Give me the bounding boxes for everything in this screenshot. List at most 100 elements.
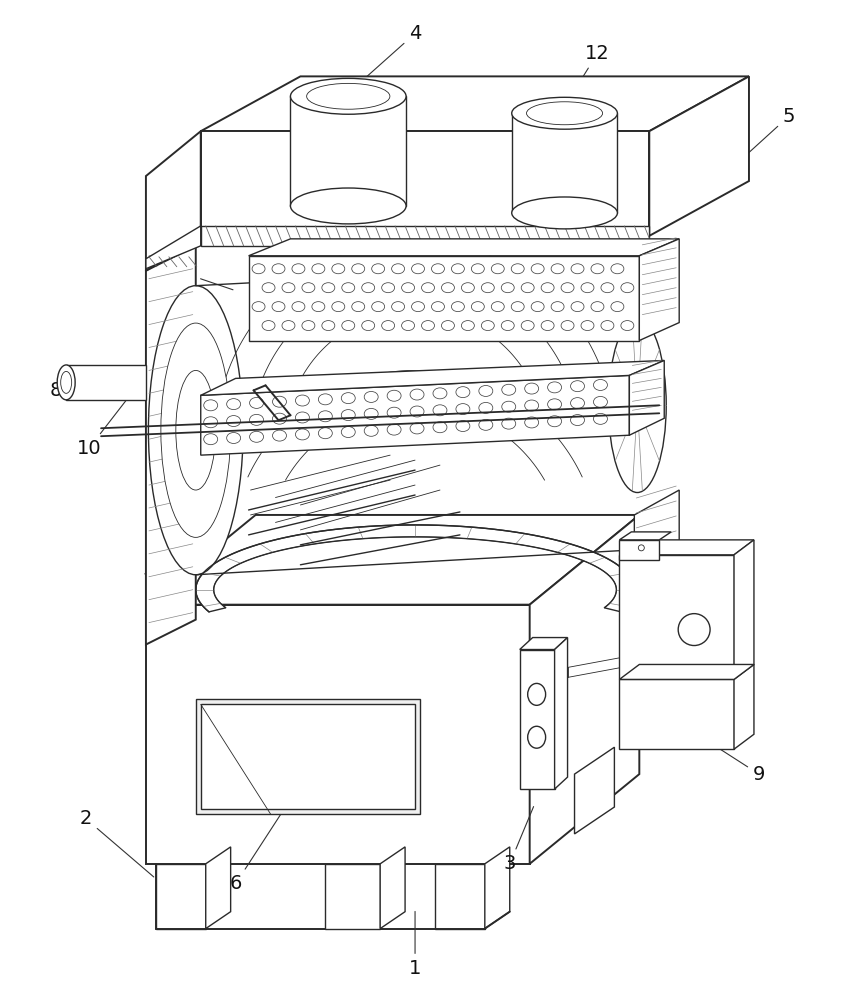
Polygon shape bbox=[200, 360, 664, 395]
Ellipse shape bbox=[273, 430, 286, 441]
Ellipse shape bbox=[561, 283, 574, 293]
Text: 3: 3 bbox=[504, 807, 533, 873]
Ellipse shape bbox=[272, 264, 285, 274]
Polygon shape bbox=[200, 375, 630, 455]
Ellipse shape bbox=[175, 370, 216, 490]
Ellipse shape bbox=[432, 302, 445, 312]
Ellipse shape bbox=[452, 264, 464, 274]
Ellipse shape bbox=[521, 283, 534, 293]
Ellipse shape bbox=[561, 321, 574, 331]
Ellipse shape bbox=[410, 423, 424, 434]
Text: 2: 2 bbox=[80, 809, 154, 877]
Ellipse shape bbox=[362, 283, 375, 293]
Ellipse shape bbox=[462, 321, 475, 331]
Ellipse shape bbox=[452, 302, 464, 312]
Ellipse shape bbox=[421, 283, 434, 293]
Text: 4: 4 bbox=[353, 24, 421, 89]
Ellipse shape bbox=[282, 283, 295, 293]
Ellipse shape bbox=[548, 399, 562, 410]
Ellipse shape bbox=[551, 264, 564, 274]
Ellipse shape bbox=[302, 321, 315, 331]
Ellipse shape bbox=[611, 302, 624, 312]
Ellipse shape bbox=[365, 425, 378, 436]
Ellipse shape bbox=[581, 321, 594, 331]
Ellipse shape bbox=[204, 417, 218, 428]
Ellipse shape bbox=[365, 391, 378, 402]
Polygon shape bbox=[146, 226, 200, 269]
Polygon shape bbox=[635, 490, 679, 645]
Ellipse shape bbox=[456, 421, 470, 432]
Ellipse shape bbox=[679, 614, 710, 646]
Ellipse shape bbox=[441, 283, 454, 293]
Ellipse shape bbox=[296, 395, 310, 406]
Ellipse shape bbox=[501, 283, 514, 293]
Ellipse shape bbox=[227, 399, 241, 410]
Polygon shape bbox=[156, 864, 206, 929]
Polygon shape bbox=[734, 540, 754, 679]
Ellipse shape bbox=[526, 102, 603, 125]
Ellipse shape bbox=[291, 78, 406, 114]
Polygon shape bbox=[249, 256, 639, 341]
Ellipse shape bbox=[511, 264, 525, 274]
Ellipse shape bbox=[302, 283, 315, 293]
Text: 8: 8 bbox=[50, 381, 105, 400]
Ellipse shape bbox=[262, 321, 275, 331]
Text: 9: 9 bbox=[691, 731, 765, 784]
Polygon shape bbox=[619, 555, 734, 679]
Polygon shape bbox=[200, 226, 649, 246]
Polygon shape bbox=[196, 525, 635, 612]
Ellipse shape bbox=[581, 283, 594, 293]
Ellipse shape bbox=[528, 726, 545, 748]
Ellipse shape bbox=[332, 264, 345, 274]
Ellipse shape bbox=[273, 413, 286, 424]
Ellipse shape bbox=[410, 406, 424, 417]
Ellipse shape bbox=[322, 283, 335, 293]
Ellipse shape bbox=[621, 283, 634, 293]
Polygon shape bbox=[734, 664, 754, 749]
Ellipse shape bbox=[501, 401, 516, 412]
Polygon shape bbox=[146, 246, 196, 645]
Ellipse shape bbox=[410, 389, 424, 400]
Ellipse shape bbox=[479, 419, 493, 430]
Ellipse shape bbox=[341, 393, 355, 404]
Ellipse shape bbox=[479, 402, 493, 413]
Ellipse shape bbox=[161, 323, 230, 537]
Ellipse shape bbox=[541, 283, 554, 293]
Ellipse shape bbox=[341, 427, 355, 438]
Polygon shape bbox=[291, 96, 406, 206]
Ellipse shape bbox=[318, 411, 332, 422]
Ellipse shape bbox=[528, 683, 545, 705]
Polygon shape bbox=[196, 699, 420, 814]
Polygon shape bbox=[574, 747, 614, 834]
Ellipse shape bbox=[307, 83, 390, 109]
Polygon shape bbox=[619, 540, 754, 555]
Ellipse shape bbox=[61, 371, 71, 393]
Ellipse shape bbox=[352, 264, 365, 274]
Ellipse shape bbox=[521, 321, 534, 331]
Ellipse shape bbox=[58, 365, 75, 400]
Ellipse shape bbox=[593, 396, 607, 407]
Ellipse shape bbox=[412, 302, 425, 312]
Ellipse shape bbox=[341, 283, 354, 293]
Ellipse shape bbox=[412, 264, 425, 274]
Ellipse shape bbox=[501, 321, 514, 331]
Ellipse shape bbox=[149, 286, 243, 575]
Polygon shape bbox=[435, 864, 485, 929]
Polygon shape bbox=[512, 113, 617, 213]
Ellipse shape bbox=[456, 404, 470, 415]
Ellipse shape bbox=[479, 385, 493, 396]
Ellipse shape bbox=[591, 264, 604, 274]
Polygon shape bbox=[200, 131, 649, 236]
Ellipse shape bbox=[525, 400, 538, 411]
Ellipse shape bbox=[471, 264, 484, 274]
Polygon shape bbox=[200, 76, 749, 131]
Text: 6: 6 bbox=[230, 809, 284, 893]
Ellipse shape bbox=[511, 302, 525, 312]
Polygon shape bbox=[619, 540, 660, 560]
Polygon shape bbox=[519, 638, 568, 650]
Ellipse shape bbox=[262, 283, 275, 293]
Ellipse shape bbox=[570, 381, 585, 392]
Ellipse shape bbox=[593, 379, 607, 390]
Ellipse shape bbox=[525, 417, 538, 428]
Ellipse shape bbox=[601, 283, 614, 293]
